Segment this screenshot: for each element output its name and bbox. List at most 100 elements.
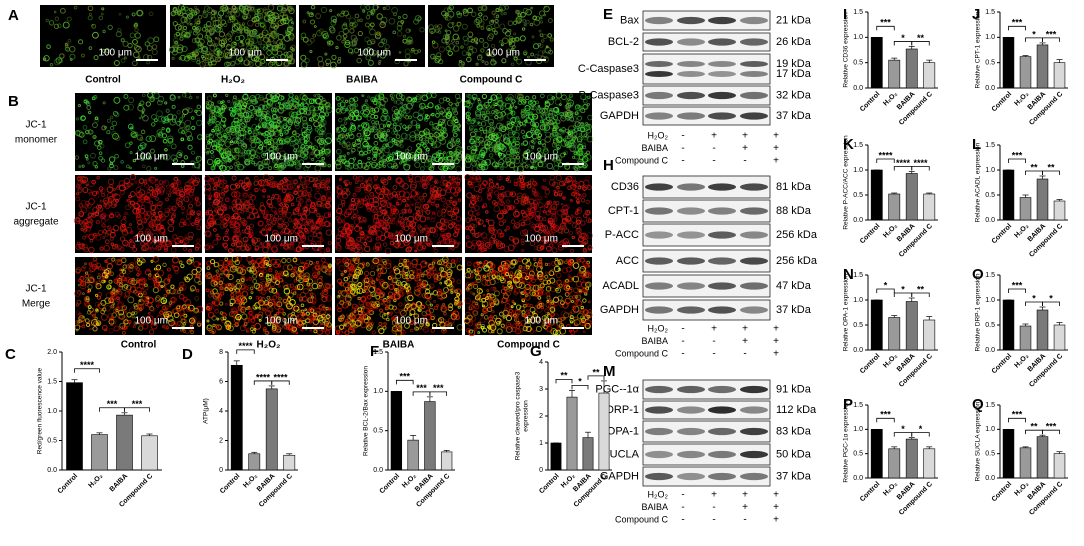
cell xyxy=(214,36,218,40)
cell xyxy=(340,124,345,130)
cell xyxy=(91,23,94,27)
cell xyxy=(352,115,358,121)
cell xyxy=(431,142,438,149)
cell xyxy=(159,154,163,158)
cell xyxy=(434,28,440,34)
cell xyxy=(354,13,360,19)
cell xyxy=(245,110,253,118)
micrograph: 100 μm xyxy=(40,5,166,67)
cell xyxy=(366,47,371,52)
cell xyxy=(460,45,464,49)
cell xyxy=(339,101,346,108)
cell xyxy=(295,132,300,138)
cell xyxy=(343,154,347,158)
cell xyxy=(380,20,385,26)
cell xyxy=(372,4,379,11)
cell xyxy=(292,129,297,134)
cell xyxy=(344,160,350,167)
cell xyxy=(443,156,448,161)
cell xyxy=(438,153,444,159)
cell xyxy=(131,12,136,17)
cell xyxy=(264,117,272,125)
cell xyxy=(189,30,193,34)
cell xyxy=(505,30,511,37)
cell xyxy=(172,45,175,48)
cell xyxy=(305,146,309,151)
cell xyxy=(132,60,138,67)
row-label: JC-1 xyxy=(25,120,47,131)
cell xyxy=(514,36,520,42)
cell xyxy=(345,13,352,20)
cell xyxy=(242,102,248,107)
cell xyxy=(403,163,411,171)
cell xyxy=(90,152,96,159)
cell xyxy=(500,43,504,47)
cell xyxy=(373,153,377,157)
cell xyxy=(234,165,240,171)
cell xyxy=(273,107,278,113)
cell xyxy=(351,142,356,146)
cell xyxy=(349,40,356,47)
cell xyxy=(217,100,221,104)
cell xyxy=(254,22,260,28)
cell xyxy=(461,61,465,66)
cell xyxy=(93,94,98,100)
cell xyxy=(147,92,154,99)
cell xyxy=(244,96,250,102)
cell xyxy=(217,16,222,21)
cell xyxy=(135,45,142,53)
cell xyxy=(338,30,345,37)
cell xyxy=(221,161,228,168)
cell xyxy=(291,98,294,101)
cell xyxy=(48,20,55,26)
cell xyxy=(214,107,221,114)
cell xyxy=(148,156,153,160)
cell xyxy=(190,150,196,155)
cell xyxy=(231,30,235,34)
cell xyxy=(185,130,192,138)
cell xyxy=(223,132,227,137)
cell xyxy=(263,139,269,144)
cell xyxy=(381,146,386,150)
cell xyxy=(379,21,386,28)
cell xyxy=(123,93,129,99)
cell xyxy=(153,118,158,123)
cell xyxy=(309,37,315,43)
cell xyxy=(214,43,218,47)
cell xyxy=(420,158,426,164)
cell xyxy=(114,153,119,159)
cell xyxy=(55,57,63,64)
cell xyxy=(455,146,463,153)
cell xyxy=(305,98,313,105)
cell xyxy=(500,12,504,16)
cell xyxy=(260,115,265,120)
cell xyxy=(478,12,483,17)
cell xyxy=(231,5,236,10)
cell xyxy=(87,161,91,165)
cell xyxy=(221,100,225,104)
cell xyxy=(348,110,354,116)
micrograph: 100 μm xyxy=(204,92,333,172)
cell xyxy=(531,35,535,39)
cell xyxy=(451,129,456,134)
cell xyxy=(406,39,412,45)
cell xyxy=(376,31,381,36)
cell xyxy=(385,5,391,11)
cell xyxy=(372,146,377,151)
cell xyxy=(166,142,171,147)
cell xyxy=(480,26,485,30)
cell xyxy=(287,20,295,27)
cell xyxy=(410,121,414,124)
cell xyxy=(267,104,273,110)
cell xyxy=(428,132,434,138)
cell xyxy=(436,133,442,139)
cell xyxy=(281,15,289,22)
cell xyxy=(209,57,215,62)
cell xyxy=(272,157,277,162)
cell xyxy=(402,124,407,129)
scale-bar-label: 100 μm xyxy=(524,234,558,245)
cell xyxy=(291,156,297,162)
cell xyxy=(290,21,294,25)
cell xyxy=(475,19,480,23)
cell xyxy=(382,6,386,10)
